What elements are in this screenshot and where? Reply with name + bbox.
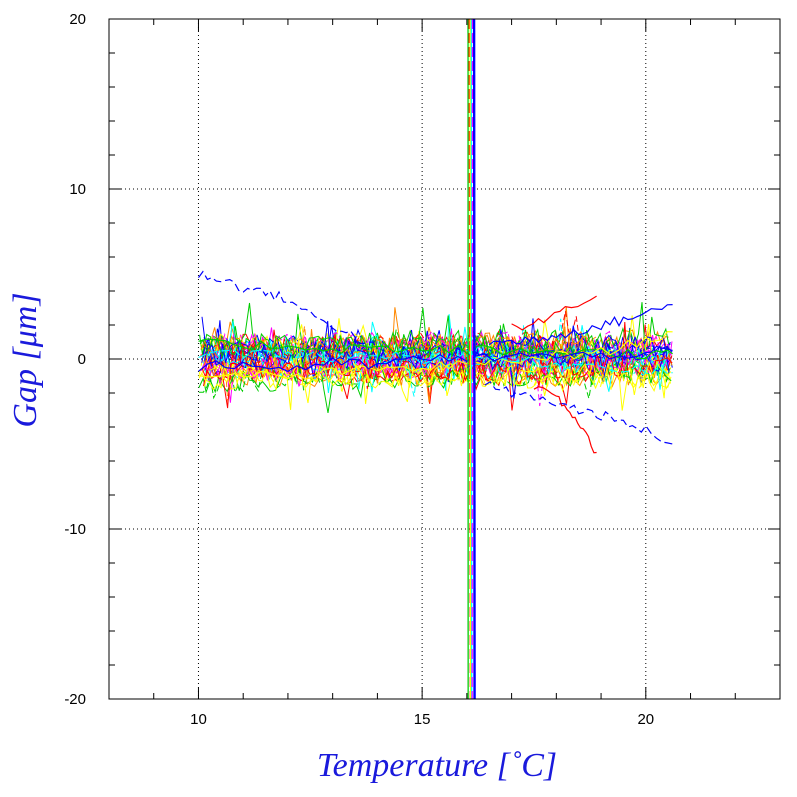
y-tick-label: -10 xyxy=(64,521,86,538)
series-layer xyxy=(198,19,673,699)
x-tick-label: 10 xyxy=(190,711,207,728)
x-tick-label: 20 xyxy=(637,711,654,728)
x-axis-title: Temperature [˚C] xyxy=(317,747,557,784)
series-line xyxy=(511,295,597,331)
series-line xyxy=(484,380,673,445)
series-line xyxy=(198,353,672,413)
plot-frame xyxy=(108,18,781,700)
series-line xyxy=(198,349,673,376)
y-tick-label: 0 xyxy=(78,351,86,368)
series-line xyxy=(488,304,673,346)
series-line xyxy=(204,320,670,399)
y-tick-label: -20 xyxy=(64,691,86,708)
series-line xyxy=(533,386,597,454)
tick-labels: 10 15 20 -20 -10 0 10 20 xyxy=(64,11,654,728)
series-line xyxy=(198,330,673,380)
y-axis-title: Gap [μm] xyxy=(7,292,44,427)
series-line xyxy=(198,270,378,350)
series-line xyxy=(198,345,673,373)
series-line xyxy=(206,336,670,393)
x-tick-label: 15 xyxy=(414,711,431,728)
y-tick-label: 10 xyxy=(69,181,86,198)
series-line xyxy=(198,338,672,395)
series-line xyxy=(204,328,670,407)
y-tick-label: 20 xyxy=(69,11,86,28)
